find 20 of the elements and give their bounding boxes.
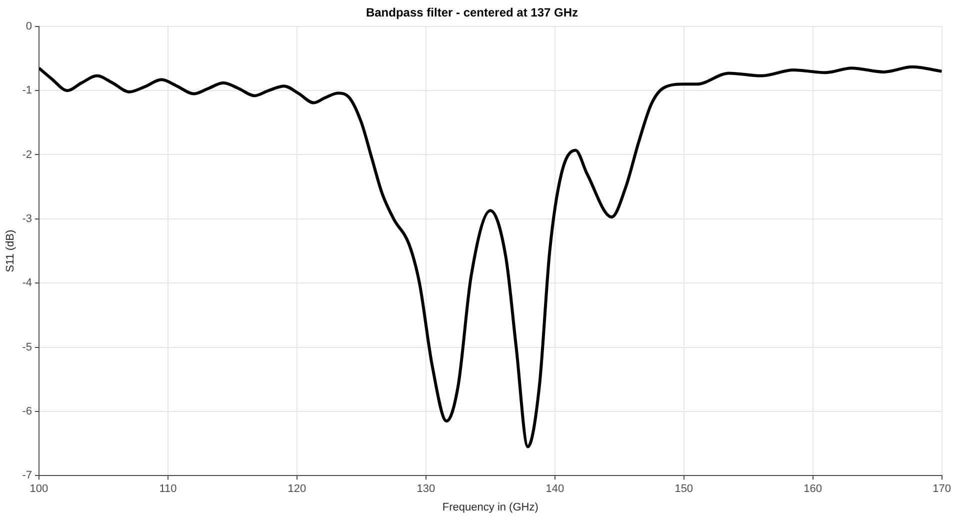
x-tick-label: 130 (416, 483, 436, 496)
y-tick-label: -6 (22, 405, 32, 418)
x-tick-label: 110 (159, 483, 177, 496)
y-tick-label: -7 (22, 470, 32, 482)
x-tick-label: 150 (674, 483, 694, 496)
y-axis-title: S11 (dB) (4, 230, 17, 272)
x-tick-label: 100 (30, 483, 48, 496)
y-tick-label: -2 (22, 148, 32, 161)
y-tick-label: -1 (22, 84, 32, 97)
x-axis-title: Frequency in (GHz) (442, 501, 538, 514)
x-tick-label: 140 (546, 483, 564, 496)
y-tick-label: -4 (22, 277, 32, 290)
x-tick-label: 120 (288, 483, 306, 496)
x-tick-label: 160 (804, 483, 822, 496)
chart-title: Bandpass filter - centered at 137 GHz (366, 6, 578, 20)
y-tick-label: -3 (22, 212, 32, 225)
y-tick-label: 0 (26, 20, 32, 32)
x-tick-label: 170 (932, 483, 952, 496)
y-tick-label: -5 (22, 341, 32, 354)
line-series (38, 65, 942, 448)
